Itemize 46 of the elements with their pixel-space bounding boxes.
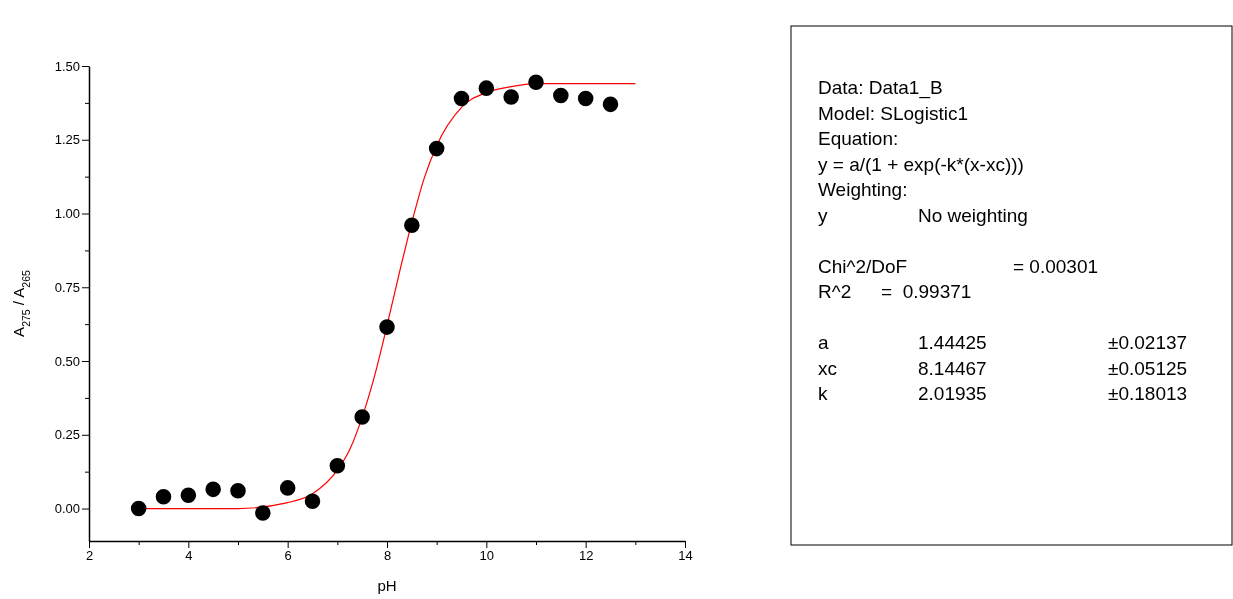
y-tick-label: 1.50: [54, 58, 80, 74]
text: Data: Data1_B: [818, 77, 943, 99]
y-tick-label: 0.75: [54, 279, 80, 295]
point: [478, 80, 495, 96]
y-tick-label: 0.50: [54, 353, 80, 369]
point: [329, 458, 346, 474]
y-tick-label: 1.25: [54, 132, 80, 148]
point: [155, 488, 172, 505]
point: [553, 87, 569, 104]
point: [130, 500, 147, 517]
text: y = a/(1 + exp(-k*(x-xc))): [818, 153, 1024, 175]
text: Weighting:: [818, 179, 908, 200]
x-tick-label: 4: [185, 548, 193, 564]
y-tick-label: 0.25: [54, 427, 80, 443]
point: [230, 483, 246, 499]
x-tick-label: 8: [383, 548, 392, 564]
point: [602, 96, 619, 113]
y-tick-label: 1.00: [54, 206, 80, 222]
point: [205, 481, 221, 498]
x-tick-label: 6: [284, 548, 292, 564]
point: [379, 319, 395, 335]
point: [503, 89, 519, 105]
point: [279, 480, 296, 496]
text: y No weighting: [818, 204, 1028, 226]
point: [453, 90, 470, 107]
text: Model: SLogistic1: [818, 102, 968, 124]
point: [180, 487, 197, 504]
text: R^2 = 0.99371: [818, 281, 972, 302]
text: k 2.01935 ±0.18013: [818, 383, 1188, 404]
point: [428, 140, 445, 157]
text: Chi^2/DoF = 0.00301: [818, 255, 1099, 277]
point: [255, 505, 271, 521]
x-tick-label: 10: [479, 548, 495, 564]
x-tick-label: 14: [678, 548, 693, 564]
x-axis-title: pH: [377, 577, 397, 594]
text: a 1.44425 ±0.02137: [818, 332, 1188, 353]
point: [577, 90, 594, 107]
y-tick-label: 0.00: [54, 501, 80, 517]
x-tick-label: 12: [578, 548, 594, 564]
text: Equation:: [818, 128, 899, 149]
text: xc 8.14467 ±0.05125: [818, 357, 1188, 379]
point: [528, 74, 544, 90]
point: [404, 217, 420, 234]
point: [304, 493, 321, 509]
x-tick-label: 2: [85, 548, 94, 564]
point: [354, 409, 370, 425]
